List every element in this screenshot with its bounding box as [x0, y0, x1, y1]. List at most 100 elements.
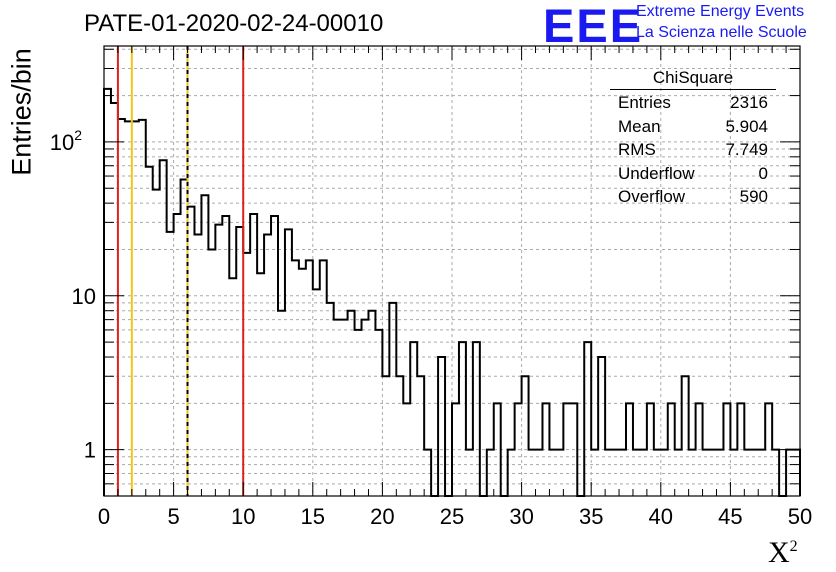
histogram-bin [696, 403, 703, 496]
stats-value: 590 [739, 187, 768, 206]
x-tick-label: 15 [301, 504, 325, 529]
histogram-bin [160, 160, 167, 496]
histogram-bin [487, 450, 494, 496]
histogram-bin [132, 121, 139, 496]
histogram-bin [549, 450, 556, 496]
histogram-bin [334, 320, 341, 496]
logo-text-line2: La Scienza nelle Scuole [636, 24, 807, 41]
histogram-bin [236, 227, 243, 496]
stats-value: 0 [758, 163, 768, 183]
histogram-bin [626, 403, 633, 496]
histogram-bin [292, 260, 299, 496]
x-tick-label: 35 [579, 504, 603, 529]
x-tick-label: 10 [231, 504, 255, 529]
histogram-bin [250, 214, 257, 496]
histogram-bin [125, 121, 132, 496]
histogram-bin [146, 167, 153, 496]
histogram-bin [306, 260, 313, 496]
histogram-bin [758, 450, 765, 496]
x-tick-label: 45 [718, 504, 742, 529]
histogram-bin [737, 403, 744, 496]
stats-box: ChiSquare Entries 2316 Mean 5.904 RMS 7.749… [610, 68, 776, 209]
histogram-bin [633, 450, 640, 496]
histogram-bin [118, 119, 125, 496]
stats-label: Overflow [618, 187, 686, 206]
histogram-bin [536, 450, 543, 496]
histogram-bin [389, 303, 396, 496]
histogram-bin [403, 403, 410, 496]
histogram-bin [668, 403, 675, 496]
histogram-bin [612, 450, 619, 496]
histogram-bin [341, 320, 348, 496]
histogram-bin [452, 403, 459, 496]
x-axis-label-sup: 2 [789, 538, 798, 555]
histogram-bin [730, 450, 737, 496]
stats-value: 7.749 [725, 140, 768, 159]
histogram-bin [410, 342, 417, 496]
logo-text-line1: Extreme Energy Events [636, 3, 805, 20]
x-tick-label: 30 [509, 504, 533, 529]
histogram-bin [682, 376, 689, 496]
histogram-bin [320, 260, 327, 496]
histogram-bin [661, 450, 668, 496]
histogram-bin [174, 214, 181, 496]
y-tick-label: 1 [84, 438, 96, 463]
histogram-bin [368, 311, 375, 496]
y-tick-label: 10 [72, 284, 96, 309]
histogram-bin [104, 89, 111, 496]
stats-row-underflow: Underflow 0 [610, 162, 776, 186]
histogram-bin [647, 403, 654, 496]
histogram-bin [542, 403, 549, 496]
stats-row-overflow: Overflow 590 [610, 185, 776, 209]
histogram-bin [723, 403, 730, 496]
histogram-bin [243, 253, 250, 496]
histogram-bin [299, 269, 306, 496]
histogram-bin [257, 273, 264, 496]
stats-value: 2316 [730, 93, 768, 112]
histogram-bin [584, 342, 591, 496]
histogram-bin [751, 450, 758, 496]
x-tick-label: 20 [370, 504, 394, 529]
histogram-bin [494, 403, 501, 496]
stats-box-title: ChiSquare [610, 68, 776, 90]
stats-label: RMS [618, 140, 656, 159]
y-tick-label: 102 [50, 127, 82, 155]
histogram-bin [459, 342, 466, 496]
histogram-bin [327, 303, 334, 496]
histogram-bin [675, 450, 682, 496]
histogram-bin [438, 357, 445, 496]
histogram-bin [285, 229, 292, 496]
histogram-bin [654, 450, 661, 496]
eee-logo: EEE [543, 0, 644, 52]
histogram-bin [417, 376, 424, 496]
histogram-bin [424, 450, 431, 496]
histogram-bin [215, 225, 222, 496]
x-tick-label: 25 [440, 504, 464, 529]
histogram-bin [522, 376, 529, 496]
histogram-bin [473, 342, 480, 496]
histogram-bin [556, 450, 563, 496]
stats-value: 5.904 [725, 116, 768, 136]
histogram-bin [619, 450, 626, 496]
vertical-lines-layer [116, 46, 245, 496]
histogram-bin [111, 103, 118, 496]
stats-row-mean: Mean 5.904 [610, 115, 776, 139]
histogram-bin [710, 450, 717, 496]
tick-layer [103, 46, 801, 497]
histogram-bin [355, 330, 362, 496]
histogram-bin [264, 235, 271, 496]
histogram-bin [278, 311, 285, 496]
x-tick-label: 5 [167, 504, 179, 529]
histogram-bin [153, 190, 160, 496]
histogram-bin [229, 278, 236, 496]
histogram-bin [716, 450, 723, 496]
histogram-bin [598, 357, 605, 496]
x-axis-label: X2 [768, 536, 798, 570]
histogram-bin [271, 216, 278, 496]
histogram-bin [591, 450, 598, 496]
histogram-bin [529, 450, 536, 496]
histogram-bin [765, 403, 772, 496]
histogram-bin [605, 450, 612, 496]
x-tick-label: 50 [788, 504, 812, 529]
